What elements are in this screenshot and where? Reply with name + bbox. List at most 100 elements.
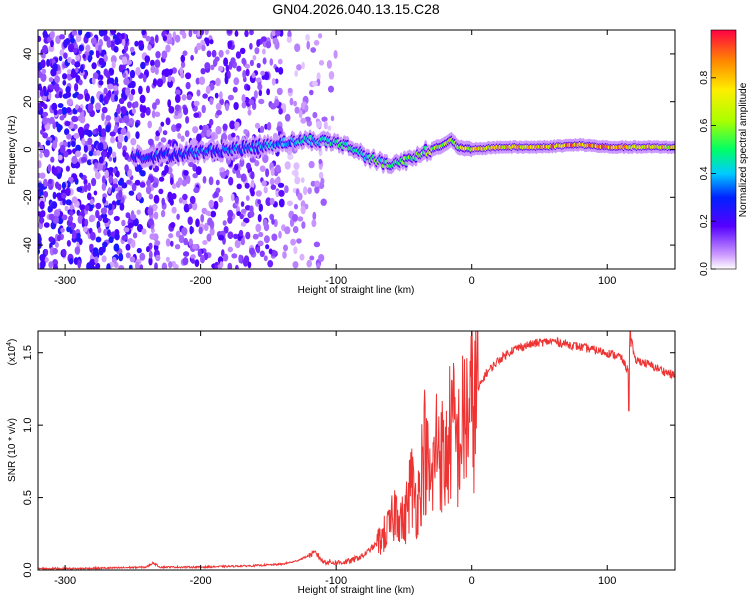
spectrogram-noise-cell: [182, 199, 188, 206]
spectrogram-noise-cell: [223, 57, 229, 67]
colorbar-ticks: 0.0 0.2 0.4 0.6 0.8: [699, 70, 716, 276]
spectrogram-noise-cell: [204, 222, 209, 232]
spectrogram-noise-cell: [140, 61, 146, 70]
spectrogram-noise-cell: [227, 216, 233, 224]
spectrogram-noise-cell: [165, 256, 170, 262]
spectrogram-noise-cell: [276, 125, 283, 132]
spectrogram-noise-cell: [125, 87, 131, 96]
spectrogram-noise-cell: [300, 205, 306, 215]
spectrogram-noise-cell: [320, 177, 325, 185]
spectrogram-noise-cell: [110, 136, 115, 144]
spectrogram-noise-cell: [201, 44, 206, 52]
spectrogram-noise-cell: [89, 50, 94, 56]
spectrogram-noise-cell: [206, 233, 212, 242]
spectrogram-noise-cell: [249, 30, 254, 36]
spectrogram-noise-cell: [53, 109, 58, 116]
spectrogram-y-tick-label: -40: [22, 237, 34, 253]
spectrogram-noise-cell: [261, 180, 267, 187]
spectrogram-noise-cell: [155, 98, 161, 106]
spectrogram-noise-cell: [87, 137, 93, 146]
spectrogram-noise-cell: [123, 115, 130, 124]
spectrogram-noise-cell: [218, 195, 223, 203]
spectrogram-noise-cell: [100, 207, 107, 215]
spectrogram-noise-cell: [274, 98, 280, 107]
spectrogram-noise-cell: [174, 34, 181, 43]
spectrogram-noise-cell: [263, 235, 270, 244]
spectrogram-noise-cell: [82, 225, 88, 233]
spectrogram-noise-cell: [67, 141, 71, 148]
spectrogram-noise-cell: [165, 44, 171, 53]
colorbar-gradient: [710, 29, 737, 270]
spectrogram-noise-cell: [130, 213, 137, 221]
spectrogram-noise-cell: [39, 172, 46, 179]
spectrogram-noise-cell: [97, 142, 104, 152]
spectrogram-noise-cell: [200, 214, 205, 223]
spectrogram-noise-cell: [219, 91, 223, 100]
spectrogram-noise-cell: [177, 132, 182, 139]
snr-y-multiplier-close: ): [7, 339, 18, 342]
spectrogram-noise-cell: [128, 264, 133, 269]
spectrogram-noise-cell: [170, 177, 174, 186]
spectrogram-noise-cell: [140, 112, 146, 119]
spectrogram-noise-cell: [183, 237, 189, 246]
spectrogram-noise-cell: [152, 182, 159, 188]
spectrogram-noise-cell: [112, 85, 119, 91]
spectrogram-noise-cell: [284, 113, 291, 122]
spectrogram-noise-cell: [111, 60, 116, 69]
spectrogram-noise-cell: [240, 237, 245, 246]
spectrogram-noise-cell: [38, 235, 42, 243]
spectrogram-noise-cell: [147, 120, 152, 129]
spectrogram-noise-cell: [167, 191, 173, 200]
spectrogram-noise-cell: [236, 183, 242, 190]
spectrogram-noise-cell: [123, 227, 130, 233]
spectrogram-noise-cell: [236, 65, 242, 72]
spectrogram-noise-cell: [63, 52, 68, 59]
spectrogram-noise-cell: [255, 190, 262, 197]
spectrogram-noise-cell: [171, 193, 177, 200]
spectrogram-noise-cell: [230, 193, 235, 202]
spectrogram-noise-cell: [275, 66, 279, 73]
spectrogram-noise-cell: [48, 261, 54, 269]
spectrogram-noise-cell: [83, 178, 88, 186]
spectrogram-noise-cell: [300, 117, 307, 124]
spectrogram-noise-cell: [43, 148, 50, 158]
spectrogram-noise-cell: [85, 44, 91, 53]
spectrogram-noise-cell: [48, 84, 55, 90]
spectrogram-noise-cell: [310, 180, 316, 187]
snr-x-tick-label: -300: [54, 575, 76, 587]
spectrogram-noise-cell: [131, 108, 136, 114]
colorbar-tick-label: 0.2: [699, 214, 710, 228]
spectrogram-noise-cell: [196, 42, 202, 51]
spectrogram-noise-cell: [111, 183, 119, 189]
spectrogram-noise-cell: [313, 241, 321, 248]
spectrogram-noise-cell: [301, 221, 306, 229]
spectrogram-noise-cell: [75, 33, 82, 43]
spectrogram-noise-cell: [292, 261, 299, 269]
spectrogram-noise-cell: [53, 263, 58, 269]
spectrogram-noise-cell: [75, 144, 81, 152]
spectrogram-noise-cell: [158, 188, 164, 195]
spectrogram-noise-cell: [275, 164, 281, 173]
spectrogram-noise-cell: [80, 64, 84, 74]
spectrogram-noise-cell: [321, 116, 328, 122]
spectrogram-noise-cell: [176, 123, 182, 129]
spectrogram-noise-cell: [262, 218, 268, 228]
spectrogram-noise-cell: [90, 144, 95, 153]
spectrogram-noise-cell: [259, 165, 266, 172]
spectrogram-noise-cell: [284, 226, 291, 235]
spectrogram-noise-cell: [61, 248, 67, 257]
spectrogram-noise-cell: [39, 152, 43, 159]
spectrogram-noise-cell: [58, 91, 63, 99]
spectrogram-noise-cell: [186, 175, 191, 185]
spectrogram-noise-cell: [83, 145, 88, 153]
spectrogram-noise-cell: [228, 61, 233, 70]
snr-panel: -300 -200 -100 0 100 0.0 0.5 1.0 1.5 Height of …: [6, 330, 676, 596]
spectrogram-noise-cell: [259, 250, 265, 258]
spectrogram-noise-cell: [45, 140, 51, 146]
spectrogram-noise-cell: [156, 78, 164, 88]
spectrogram-noise-cell: [61, 192, 67, 199]
spectrogram-noise-cell: [292, 226, 299, 234]
spectrogram-noise-cell: [121, 234, 128, 241]
spectrogram-noise-cell: [249, 59, 254, 67]
